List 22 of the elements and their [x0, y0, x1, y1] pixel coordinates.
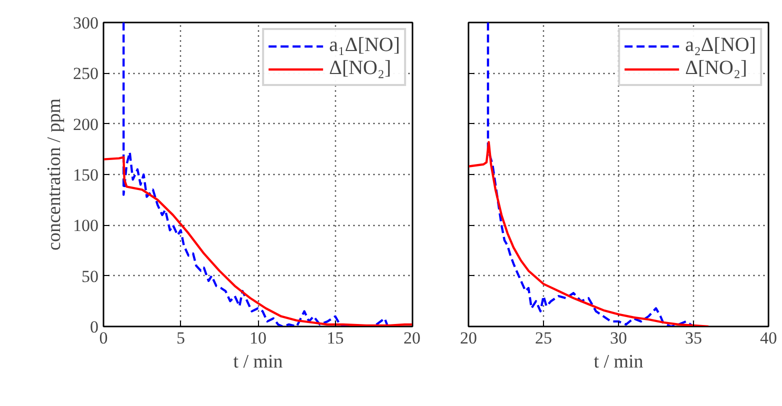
legend-label: Δ[NO₂]	[685, 57, 748, 80]
legend-label: a₂Δ[NO]	[685, 34, 756, 57]
y-tick-label: 300	[73, 14, 98, 32]
x-tick-label: 5	[176, 328, 185, 348]
x-tick-label: 15	[326, 328, 344, 348]
y-axis-title: concentration / ppm	[44, 98, 65, 250]
x-tick-label: 25	[535, 328, 552, 348]
x-axis-title: t / min	[594, 352, 644, 372]
legend-label: a₁Δ[NO]	[329, 34, 400, 57]
x-tick-label: 35	[685, 328, 702, 348]
x-tick-label: 20	[460, 328, 477, 348]
y-tick-label: 50	[82, 266, 98, 286]
y-tick-label: 250	[73, 64, 98, 84]
x-axis-title: t / min	[233, 352, 284, 372]
x-tick-label: 10	[250, 328, 266, 348]
x-tick-label: 20	[404, 328, 420, 348]
y-tick-label: 150	[73, 166, 98, 184]
y-tick-label: 100	[73, 216, 98, 236]
legend-label: Δ[NO₂]	[329, 57, 392, 80]
x-tick-label: 40	[760, 328, 777, 348]
x-tick-label: 30	[610, 328, 627, 348]
y-tick-label: 200	[73, 114, 98, 134]
